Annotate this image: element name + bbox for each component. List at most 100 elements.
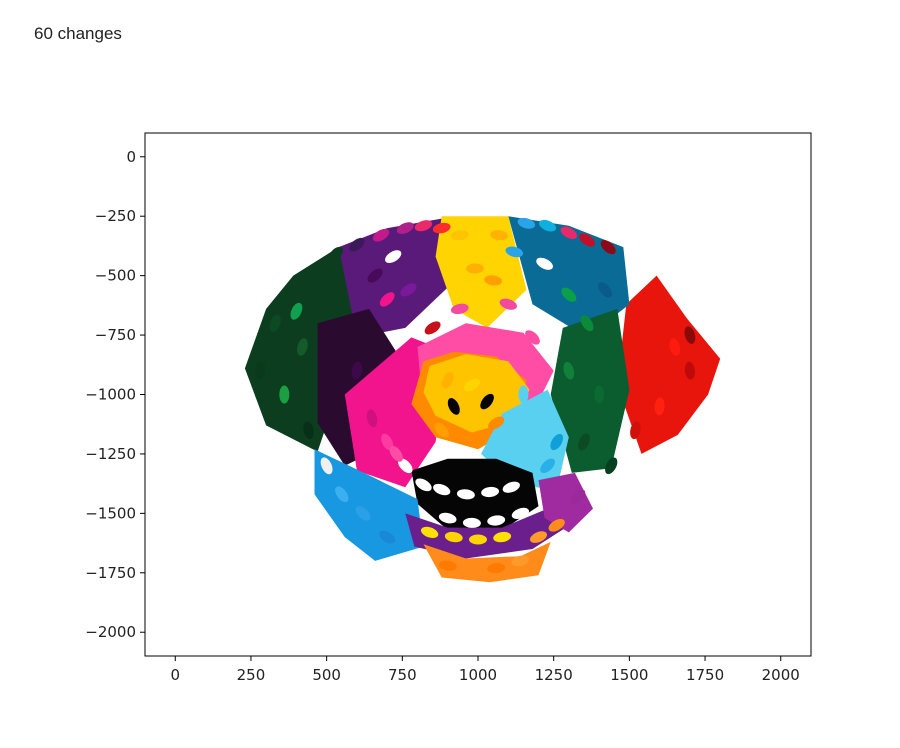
- stroke-point: [366, 409, 378, 428]
- stroke-point: [396, 222, 414, 234]
- stroke-point: [434, 422, 449, 438]
- stroke-point: [327, 385, 338, 404]
- stroke-point: [517, 217, 536, 229]
- plot-area: [244, 216, 721, 583]
- y-tick-label: −1000: [85, 386, 136, 404]
- stroke-point: [605, 457, 618, 475]
- stroke-point: [444, 531, 463, 543]
- stroke-point: [462, 565, 481, 576]
- stroke-point: [349, 237, 365, 252]
- stroke-point: [420, 526, 439, 538]
- stroke-point: [351, 361, 363, 380]
- y-tick-label: −1250: [85, 445, 136, 463]
- stroke-point: [462, 517, 481, 528]
- stroke-point: [548, 518, 565, 532]
- stroke-point: [684, 326, 696, 344]
- stroke-point: [414, 220, 433, 232]
- y-tick-label: −500: [95, 267, 136, 285]
- region-head-top-left-purple: [338, 218, 448, 338]
- stroke-point: [638, 314, 651, 332]
- stroke-point: [398, 458, 413, 474]
- stroke-point: [580, 315, 594, 332]
- stroke-point: [684, 361, 695, 380]
- region-head-top-right-teal: [508, 216, 630, 338]
- stroke-point: [441, 371, 454, 389]
- stroke-point: [570, 489, 586, 504]
- x-tick-label: 1250: [535, 666, 573, 684]
- stroke-point: [561, 287, 577, 302]
- stroke-point: [488, 416, 505, 430]
- stroke-point: [303, 421, 314, 440]
- x-tick-label: 1500: [610, 666, 648, 684]
- x-tick-label: 250: [237, 666, 266, 684]
- stroke-point: [335, 486, 349, 503]
- stroke-point: [540, 458, 555, 474]
- stroke-point: [579, 233, 595, 247]
- stroke-point: [490, 230, 509, 241]
- stroke-point: [463, 378, 480, 392]
- stroke-point: [469, 498, 487, 509]
- stroke-point: [578, 433, 590, 451]
- stroke-point: [493, 531, 512, 543]
- stroke-point: [379, 292, 395, 307]
- stroke-point: [598, 282, 612, 298]
- stroke-point: [433, 483, 451, 496]
- stroke-point: [450, 230, 469, 241]
- region-mouth-black: [411, 458, 539, 530]
- region-lower-left-blue: [314, 449, 424, 561]
- stroke-point: [290, 302, 303, 320]
- y-tick-label: −1500: [85, 504, 136, 522]
- stroke-point: [529, 531, 548, 543]
- x-tick-label: 750: [388, 666, 417, 684]
- stroke-point: [379, 530, 396, 544]
- stroke-point: [499, 298, 517, 310]
- stroke-point: [415, 478, 432, 492]
- y-tick-label: −250: [95, 207, 136, 225]
- stroke-point: [505, 493, 523, 505]
- region-lower-right-purple: [538, 472, 593, 533]
- x-tick-label: 0: [170, 666, 180, 684]
- region-lower-purple: [405, 508, 566, 559]
- y-tick-label: −2000: [85, 623, 136, 641]
- stroke-point: [432, 222, 451, 234]
- stroke-point: [466, 263, 484, 274]
- output-label: 60 changes: [34, 24, 122, 43]
- stroke-point: [563, 361, 575, 380]
- stroke-point: [328, 246, 343, 262]
- stroke-point: [427, 498, 445, 510]
- stroke-point: [469, 534, 487, 545]
- stroke-point: [654, 397, 665, 416]
- x-tick-label: 1750: [686, 666, 724, 684]
- stroke-point: [480, 393, 494, 410]
- stroke-point: [472, 218, 490, 229]
- x-tick-label: 2000: [762, 666, 800, 684]
- stroke-point: [385, 250, 402, 263]
- stroke-point: [511, 507, 530, 519]
- region-chin-orange: [423, 541, 551, 583]
- stroke-point: [450, 303, 469, 315]
- stroke-point: [487, 515, 506, 526]
- stroke-point: [600, 240, 616, 255]
- stroke-point: [456, 489, 475, 500]
- stroke-point: [487, 562, 506, 574]
- stroke-point: [630, 421, 641, 440]
- stroke-point: [389, 446, 403, 462]
- stroke-point: [536, 257, 553, 270]
- stroke-point: [355, 506, 371, 521]
- x-axis: 0 250 500 750 1000 1250 1500 1750 2000: [170, 656, 800, 684]
- stroke-point: [539, 219, 557, 232]
- stroke-point: [367, 268, 383, 283]
- stroke-point: [447, 398, 460, 415]
- stroke-point: [438, 560, 457, 571]
- stroke-point: [550, 433, 564, 451]
- y-tick-label: 0: [126, 148, 136, 166]
- stroke-point: [381, 433, 394, 451]
- stroke-point: [525, 330, 540, 345]
- y-tick-label: −1750: [85, 564, 136, 582]
- stroke-point: [279, 385, 290, 404]
- stroke-point: [505, 246, 524, 258]
- stroke-point: [511, 555, 530, 567]
- stroke-point: [518, 385, 529, 404]
- stroke-point: [438, 512, 457, 524]
